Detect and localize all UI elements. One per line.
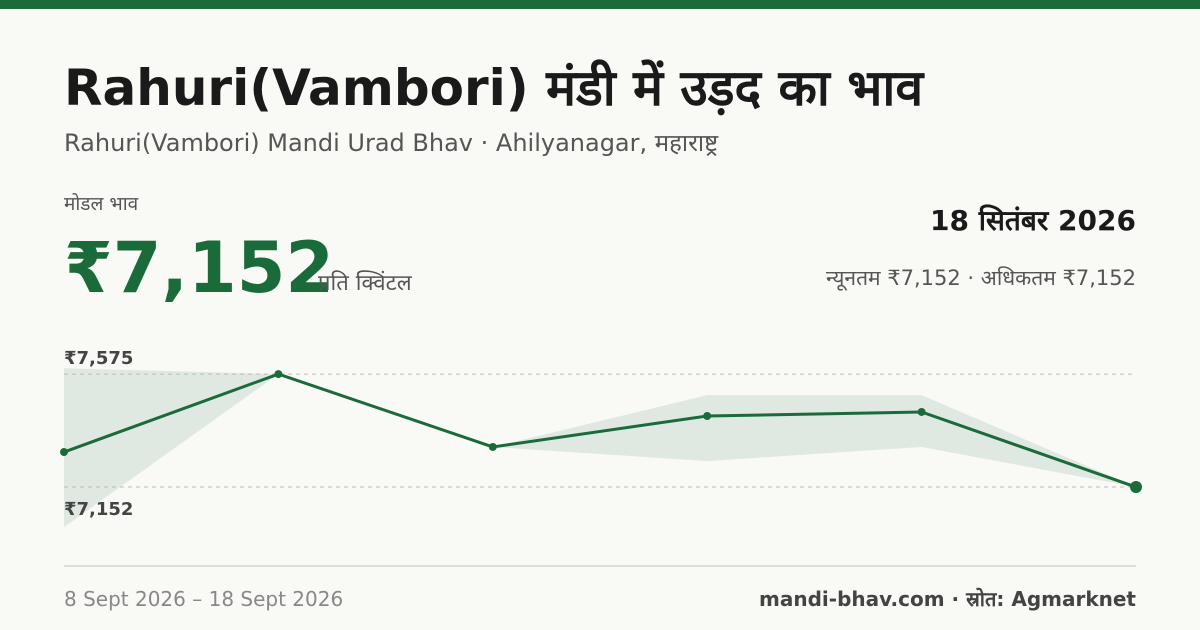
point [488,442,497,451]
price-label: मोडल भाव [64,192,139,215]
point [60,448,68,457]
date-range: 8 Sept 2026 – 18 Sept 2026 [64,587,343,611]
y-tick-label: ₹7,152 [64,499,133,520]
source: mandi-bhav.com · स्रोत: Agmarknet [759,587,1136,611]
subtitle: Rahuri(Vambori) Mandi Urad Bhav · Ahilya… [64,129,719,157]
top-bar [0,0,1200,9]
price-band [64,368,1136,528]
date: 18 सितंबर 2026 [930,204,1136,237]
price-unit: प्रति क्विंटल [318,270,413,296]
y-tick-label: ₹7,575 [64,348,133,369]
point [1130,481,1142,494]
price: ₹7,152 [64,227,334,309]
price-line [63,372,1137,489]
point [917,407,926,416]
point [703,411,712,420]
point [274,370,283,379]
title: Rahuri(Vambori) मंडी में उड़द का भाव [64,59,925,117]
min-max: न्यूनतम ₹7,152 · अधिकतम ₹7,152 [826,266,1136,291]
